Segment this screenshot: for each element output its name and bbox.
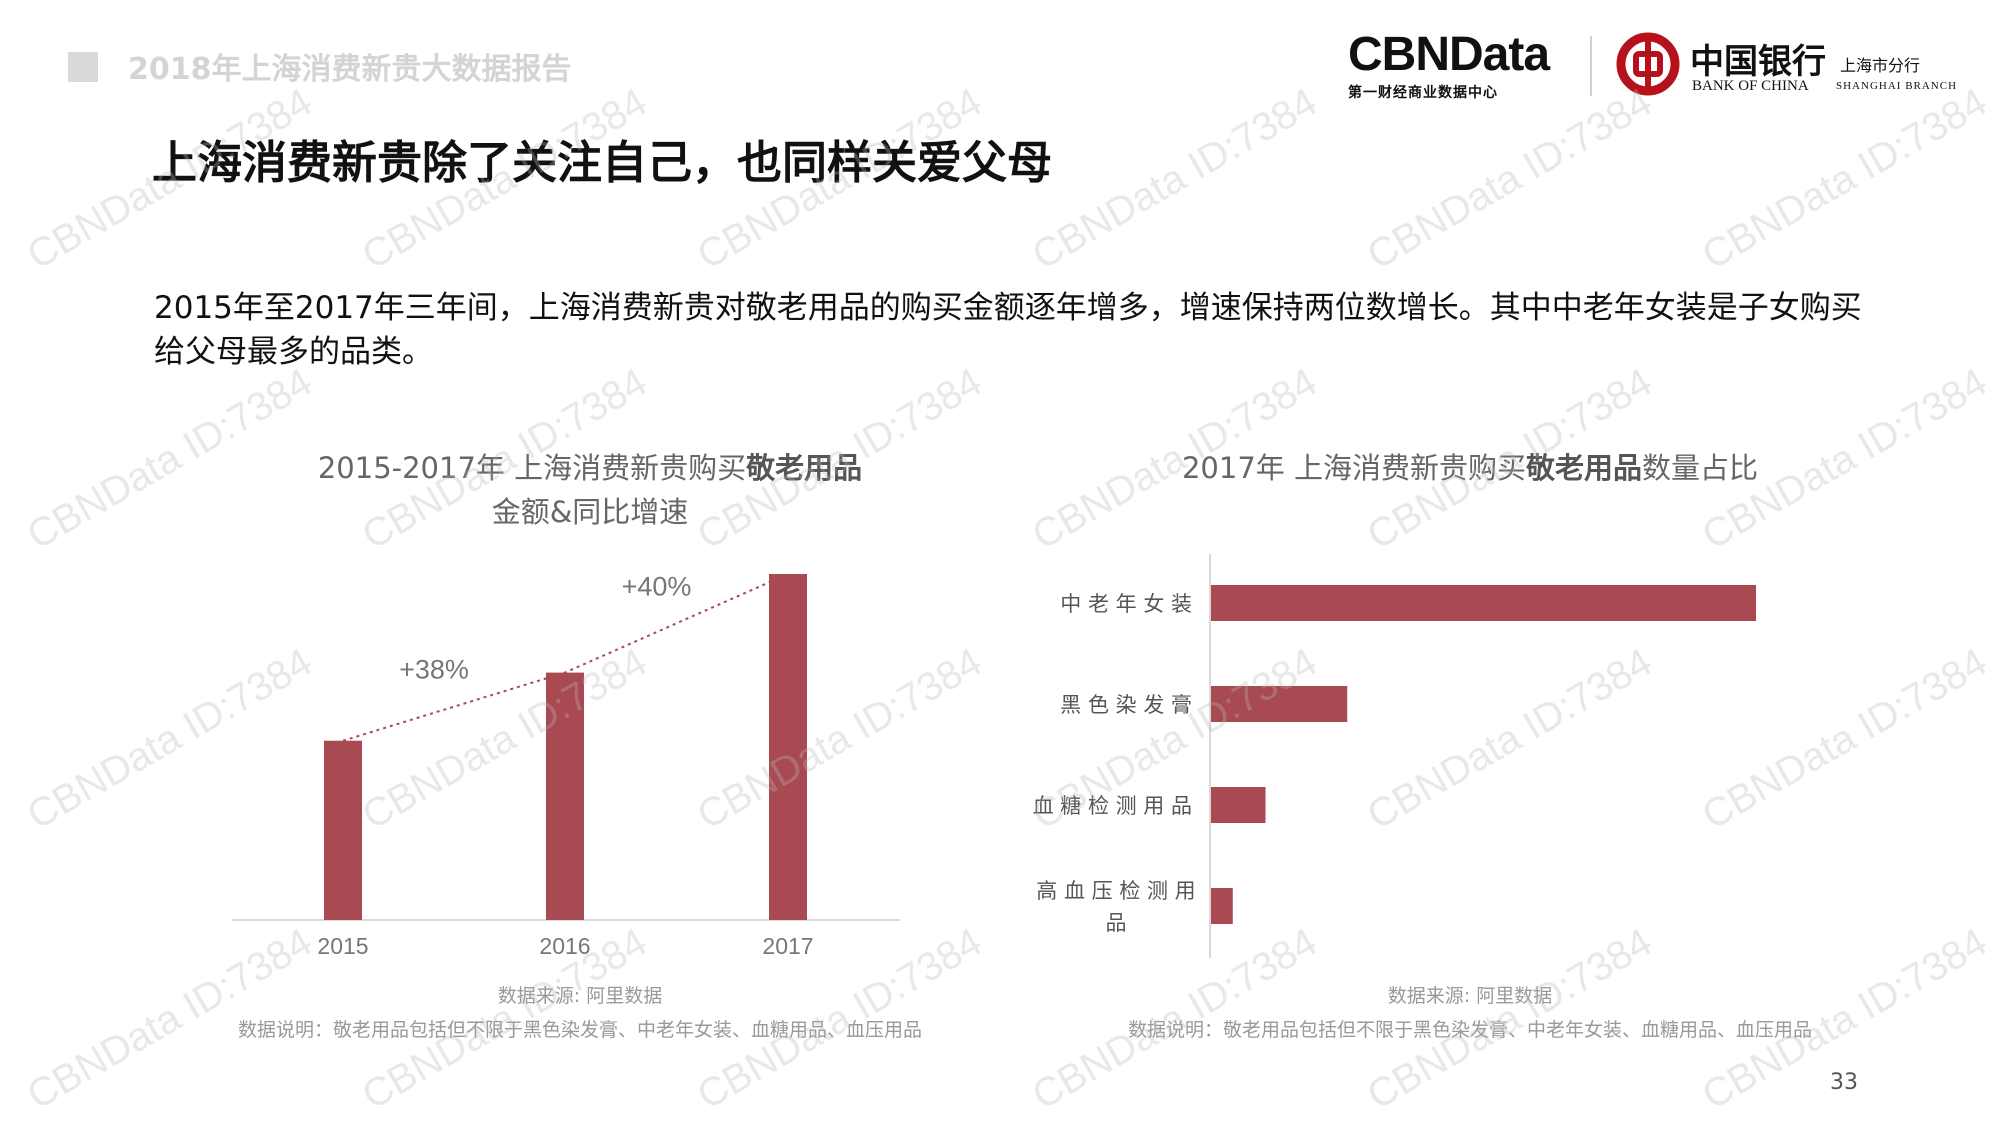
chart2-source: 数据来源: 阿里数据 bbox=[1387, 985, 1553, 1007]
boc-english-name: BANK OF CHINA bbox=[1692, 78, 1809, 94]
chart1-title-line1: 2015-2017年 上海消费新贵购买敬老用品 bbox=[230, 446, 950, 490]
chart2-category-label: 血 糖 检 测 用 品 bbox=[1033, 794, 1192, 818]
cbndata-wordmark: CBNData bbox=[1348, 28, 1550, 81]
logo-divider bbox=[1590, 36, 1592, 96]
chart2-category-label: 中 老 年 女 装 bbox=[1060, 592, 1192, 616]
header-marker bbox=[68, 52, 98, 82]
boc-branch-chinese: 上海市分行 bbox=[1840, 56, 1921, 75]
chart2-bar-0 bbox=[1211, 585, 1756, 621]
chart2-bar-2 bbox=[1211, 787, 1266, 823]
chart2-category-label: 黑 色 染 发 膏 bbox=[1060, 693, 1192, 717]
chart1-bar-chart: 2015 2016 2017 +38% +40% bbox=[232, 571, 900, 959]
chart1-x-tick-label: 2015 bbox=[317, 933, 368, 959]
chart2-title-prefix: 2017年 上海消费新贵购买 bbox=[1181, 451, 1526, 485]
chart2-horizontal-bar-chart: 中 老 年 女 装黑 色 染 发 膏血 糖 检 测 用 品高 血 压 检 测 用… bbox=[1033, 554, 1756, 958]
chart1-x-tick-label: 2016 bbox=[539, 933, 590, 959]
chart1-growth-label: +38% bbox=[399, 655, 469, 685]
cbndata-logo: CBNData 第一财经商业数据中心 bbox=[1348, 30, 1578, 102]
chart1-title: 2015-2017年 上海消费新贵购买敬老用品 金额&同比增速 bbox=[230, 446, 950, 534]
chart1-bar-2016 bbox=[546, 672, 584, 920]
chart1-title-bold: 敬老用品 bbox=[746, 451, 863, 485]
chart1-growth-label: +40% bbox=[622, 571, 692, 601]
bank-of-china-emblem-icon bbox=[1616, 32, 1680, 96]
chart2-title: 2017年 上海消费新贵购买敬老用品数量占比 bbox=[1060, 446, 1880, 490]
cbndata-subtitle: 第一财经商业数据中心 bbox=[1348, 85, 1498, 101]
chart2-category-label: 高 血 压 检 测 用品 bbox=[1036, 879, 1195, 935]
chart1-trend-line bbox=[342, 573, 789, 742]
page-title: 上海消费新贵除了关注自己，也同样关爱父母 bbox=[152, 136, 1053, 189]
report-title: 2018年上海消费新贵大数据报告 bbox=[128, 52, 572, 87]
chart2-note: 数据说明：敬老用品包括但不限于黑色染发膏、中老年女装、血糖用品、血压用品 bbox=[1127, 1019, 1812, 1041]
chart2-title-bold: 敬老用品 bbox=[1526, 451, 1643, 485]
page-number: 33 bbox=[1830, 1070, 1858, 1095]
chart2-bar-3 bbox=[1211, 888, 1233, 924]
chart1-bar-2017 bbox=[769, 574, 807, 920]
chart1-title-line2: 金额&同比增速 bbox=[491, 495, 689, 529]
summary-text: 2015年至2017年三年间，上海消费新贵对敬老用品的购买金额逐年增多，增速保持… bbox=[154, 290, 1862, 370]
chart1-title-prefix: 2015-2017年 上海消费新贵购买 bbox=[317, 451, 747, 485]
chart2-title-suffix: 数量占比 bbox=[1642, 451, 1759, 485]
chart1-x-tick-label: 2017 bbox=[762, 933, 813, 959]
chart2-bar-1 bbox=[1211, 686, 1348, 722]
boc-branch-english: SHANGHAI BRANCH bbox=[1836, 80, 1958, 92]
chart1-note: 数据说明：敬老用品包括但不限于黑色染发膏、中老年女装、血糖用品、血压用品 bbox=[237, 1019, 922, 1041]
chart1-source: 数据来源: 阿里数据 bbox=[497, 985, 663, 1007]
boc-chinese-name: 中国银行 bbox=[1690, 42, 1826, 82]
chart1-bar-2015 bbox=[324, 740, 362, 920]
